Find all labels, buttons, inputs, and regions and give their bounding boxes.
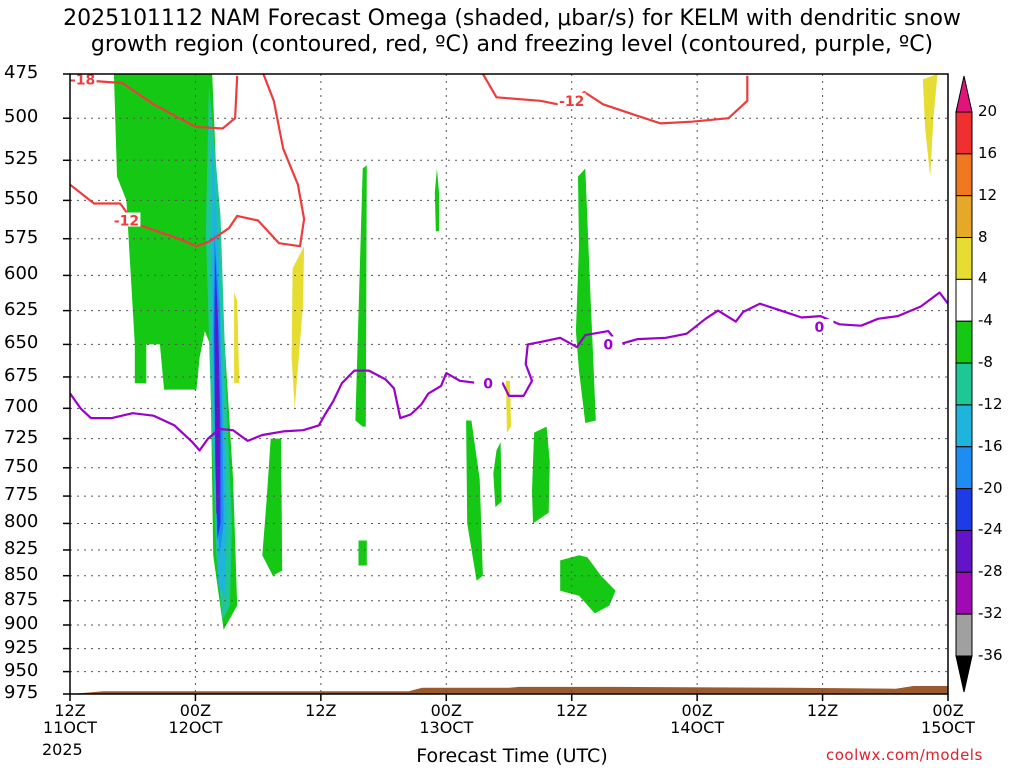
colorbar-swatch	[955, 488, 973, 531]
colorbar-swatch	[955, 153, 973, 197]
contour-line	[481, 74, 749, 125]
colorbar-swatch	[955, 571, 973, 615]
omega-region	[532, 426, 550, 524]
colorbar-label: -12	[978, 394, 1003, 413]
x-tick-label: 12Z	[556, 701, 588, 720]
contour-label: -12	[114, 214, 139, 230]
contour-label: 0	[815, 320, 825, 336]
axis-ticks	[63, 73, 949, 701]
y-tick-label: 800	[4, 511, 39, 533]
omega-region	[466, 420, 483, 581]
omega-region	[355, 165, 367, 427]
colorbar-cap-bottom	[955, 655, 973, 693]
y-tick-label: 550	[4, 188, 39, 210]
x-tick-label: 00Z 13OCT	[419, 701, 474, 737]
x-tick-label: 00Z 12OCT	[168, 701, 223, 737]
colorbar-label: 4	[978, 269, 988, 288]
colorbar-swatch	[955, 404, 973, 448]
colorbar-label: -36	[978, 646, 1003, 664]
y-tick-label: 775	[4, 484, 39, 506]
omega-region	[493, 442, 502, 508]
colorbar-swatch	[955, 195, 973, 239]
omega-region	[262, 438, 283, 576]
contour-label: 0	[603, 337, 613, 353]
contour-line	[70, 291, 948, 452]
chart-title-line-2: growth region (contoured, red, ºC) and f…	[90, 32, 934, 57]
colorbar-label: -20	[978, 478, 1003, 497]
omega-positive-region	[234, 292, 240, 384]
colorbar-label: 20	[978, 102, 998, 120]
colorbar-label: -8	[978, 353, 993, 372]
y-tick-label: 900	[4, 612, 39, 634]
colorbar-swatch	[955, 278, 973, 322]
omega-region	[575, 168, 596, 423]
y-tick-label: 750	[4, 455, 39, 477]
omega-region	[215, 289, 220, 518]
colorbar-swatch	[955, 111, 973, 155]
colorbar-swatch	[955, 362, 973, 406]
y-tick-label: 500	[4, 106, 39, 128]
y-tick-label: 625	[4, 298, 39, 320]
omega-region	[560, 555, 616, 614]
omega-positive-region	[505, 380, 512, 433]
omega-colorbar	[955, 75, 973, 693]
colorbar-swatch	[955, 320, 973, 364]
colorbar-swatch	[955, 237, 973, 280]
y-tick-label: 825	[4, 537, 39, 559]
contour-label: 0	[483, 376, 493, 392]
year-label: 2025	[42, 740, 83, 759]
colorbar-label: 12	[978, 185, 998, 204]
x-axis-title: Forecast Time (UTC)	[416, 745, 608, 767]
y-tick-label: 700	[4, 396, 39, 418]
chart-title-line-1: 2025101112 NAM Forecast Omega (shaded, μ…	[63, 6, 961, 31]
contour-label: -12	[559, 94, 584, 110]
y-tick-label: 525	[4, 148, 39, 170]
temperature-contours: -18 -12 -12 0 0 0	[70, 72, 948, 452]
colorbar-swatch	[955, 529, 973, 573]
omega-region	[434, 168, 439, 232]
source-credit: coolwx.com/models	[826, 746, 983, 764]
colorbar-swatch	[955, 446, 973, 490]
colorbar-label: -24	[978, 520, 1003, 539]
x-tick-label: 12Z	[305, 701, 337, 720]
x-tick-label: 00Z 14OCT	[670, 701, 725, 737]
plot-frame	[69, 73, 949, 695]
y-tick-label: 950	[4, 659, 39, 681]
y-tick-label: 725	[4, 426, 39, 448]
terrain-area	[70, 686, 948, 694]
colorbar-swatch	[955, 613, 973, 657]
terrain-fill	[70, 686, 948, 694]
y-tick-label: 575	[4, 226, 39, 248]
colorbar-label: -28	[978, 562, 1003, 581]
y-tick-label: 975	[4, 682, 39, 703]
y-tick-label: 925	[4, 636, 39, 658]
x-tick-label: 12Z	[806, 701, 839, 720]
y-tick-label: 875	[4, 588, 39, 610]
grid-lines	[70, 73, 948, 695]
colorbar-label: -4	[978, 311, 993, 330]
contour-line	[70, 75, 239, 130]
omega-positive-region	[922, 74, 938, 177]
contour-label: -18	[70, 72, 95, 88]
y-tick-label: 675	[4, 364, 39, 386]
y-tick-label: 600	[4, 263, 39, 285]
x-tick-label: 00Z 15OCT	[921, 701, 975, 737]
colorbar-label: -16	[978, 436, 1003, 455]
omega-region	[358, 540, 367, 566]
colorbar-label: 16	[978, 143, 998, 162]
colorbar-label: -32	[978, 604, 1003, 623]
colorbar-label: 8	[978, 227, 988, 246]
y-tick-label: 850	[4, 563, 39, 585]
x-tick-label: 12Z 11OCT	[43, 701, 97, 737]
colorbar-cap-top	[955, 75, 973, 113]
y-tick-label: 475	[4, 62, 39, 83]
omega-positive-region	[291, 246, 305, 409]
y-tick-label: 650	[4, 332, 39, 354]
omega-shading	[113, 74, 938, 630]
